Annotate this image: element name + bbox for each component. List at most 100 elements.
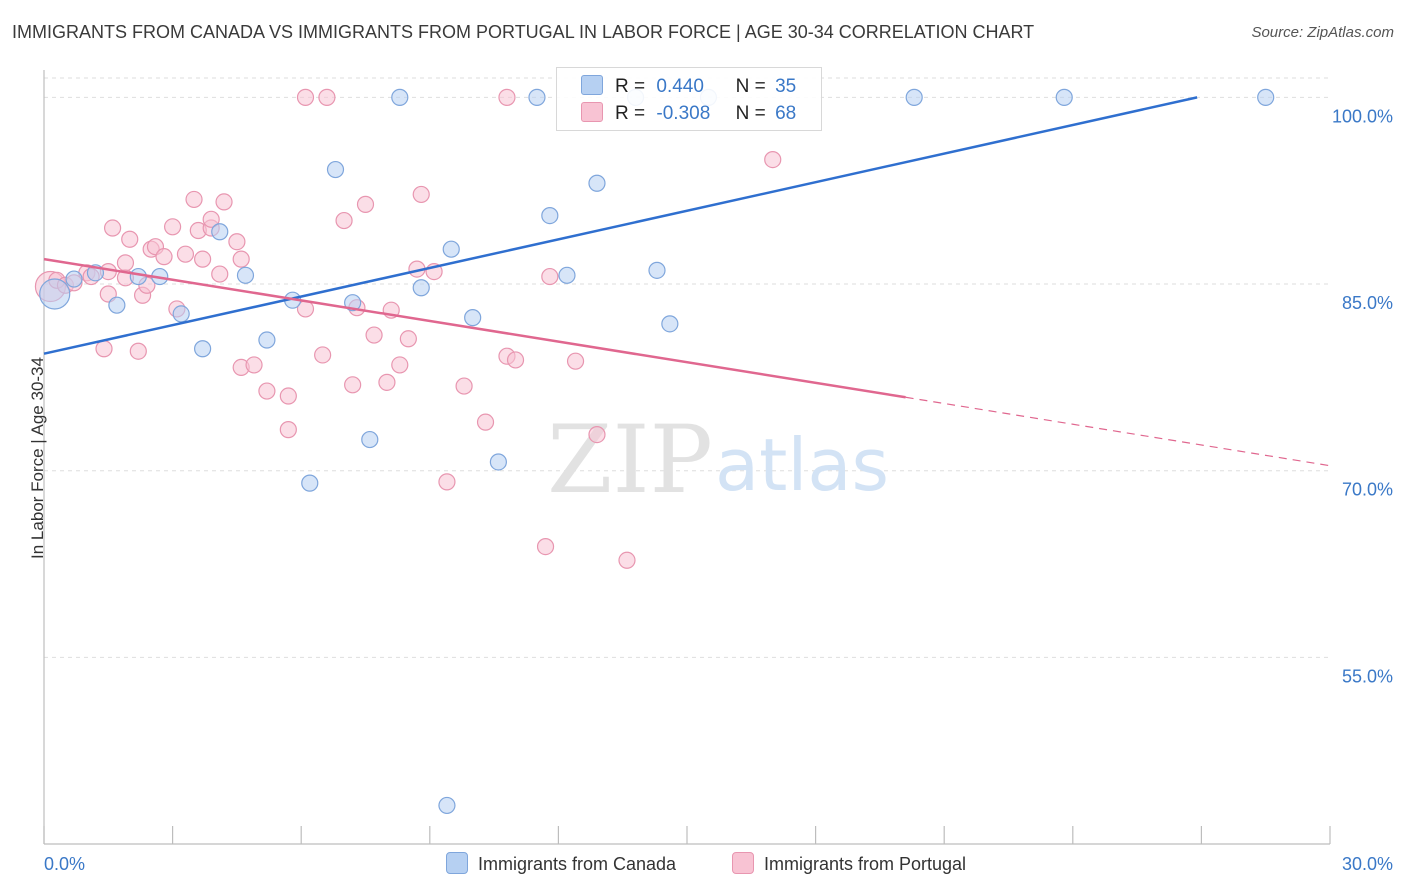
canada-point xyxy=(541,206,559,225)
portugal-n-value: 68 xyxy=(775,103,797,124)
portugal-point xyxy=(202,210,220,228)
canada-point xyxy=(558,266,576,284)
portugal-point xyxy=(541,267,559,286)
portugal-point xyxy=(335,211,353,230)
canada-point xyxy=(648,261,666,279)
portugal-point xyxy=(296,88,315,106)
portugal-point xyxy=(228,233,246,251)
canada-point xyxy=(489,453,507,471)
canada-point xyxy=(211,223,229,241)
y-tick-label: 55.0% xyxy=(1342,666,1393,686)
chart-title: IMMIGRANTS FROM CANADA VS IMMIGRANTS FRO… xyxy=(12,22,1035,42)
canada-point xyxy=(588,174,606,192)
watermark-atlas: atlas xyxy=(715,423,889,507)
canada-swatch xyxy=(581,75,603,95)
portugal-point xyxy=(245,356,263,374)
canada-point xyxy=(464,309,482,327)
portugal-legend-label: Immigrants from Portugal xyxy=(764,854,967,874)
portugal-point xyxy=(211,265,229,283)
canada-point xyxy=(108,296,126,314)
y-tick-label: 70.0% xyxy=(1342,480,1393,500)
trend-layer xyxy=(43,96,1331,467)
portugal-point xyxy=(279,421,297,439)
portugal-swatch xyxy=(581,102,603,122)
legend-row-canada: R = 0.440 N = 35 xyxy=(581,75,796,99)
portugal-point xyxy=(215,193,233,211)
portugal-point xyxy=(618,551,636,569)
portugal-point xyxy=(412,185,430,204)
y-axis-label: In Labor Force | Age 30-34 xyxy=(28,357,47,559)
portugal-point xyxy=(399,330,417,348)
canada-r-value: 0.440 xyxy=(656,76,704,97)
portugal-point xyxy=(498,88,516,106)
portugal-point xyxy=(365,326,383,344)
y-tick-label: 85.0% xyxy=(1342,293,1393,313)
canada-legend-label: Immigrants from Canada xyxy=(478,854,677,874)
portugal-point xyxy=(194,250,212,268)
portugal-point xyxy=(164,218,182,236)
portugal-point xyxy=(103,219,122,237)
canada-point xyxy=(39,278,71,310)
n-label: N = xyxy=(735,103,766,124)
canada-point xyxy=(301,474,319,492)
canada-point xyxy=(438,796,456,815)
portugal-point xyxy=(344,376,362,394)
portugal-point xyxy=(232,250,250,268)
source-credit: Source: ZipAtlas.com xyxy=(1251,24,1394,41)
canada-point xyxy=(326,160,345,179)
r-label: R = xyxy=(615,76,646,97)
portugal-point xyxy=(476,413,495,431)
portugal-point xyxy=(155,248,173,266)
canada-point xyxy=(1055,88,1073,106)
canada-point xyxy=(412,279,430,297)
canada-point xyxy=(129,267,147,286)
portugal-point xyxy=(185,190,203,209)
canada-point xyxy=(194,340,212,358)
canada-point xyxy=(344,294,362,312)
portugal-point xyxy=(129,342,147,360)
stats-legend: R = 0.440 N = 35 R = -0.308 N = 68 xyxy=(556,67,822,131)
portugal-point xyxy=(116,254,135,272)
axis-layer xyxy=(43,70,1331,845)
canada-point xyxy=(661,315,679,333)
canada-point xyxy=(172,305,190,323)
bottom-legend-portugal: Immigrants from Portugal xyxy=(732,852,966,875)
y-tick-label: 100.0% xyxy=(1332,106,1393,126)
tick-label-layer: 55.0% 70.0% 85.0% 100.0% 0.0% 30.0% xyxy=(44,106,1393,874)
legend-row-portugal: R = -0.308 N = 68 xyxy=(581,102,796,126)
canada-point xyxy=(258,331,276,349)
watermark-zip: ZIP xyxy=(547,406,713,515)
portugal-point xyxy=(536,537,555,556)
portugal-point xyxy=(764,150,782,169)
portugal-point xyxy=(506,351,525,369)
canada-point xyxy=(1257,88,1275,106)
canada-point xyxy=(905,88,923,106)
canada-point xyxy=(442,240,460,258)
portugal-point xyxy=(438,473,456,491)
portugal-point xyxy=(455,377,473,395)
portugal-point xyxy=(279,387,297,405)
portugal-point xyxy=(176,245,195,263)
canada-point xyxy=(361,430,379,449)
canada-point xyxy=(65,270,83,288)
canada-trend-line xyxy=(43,96,1198,355)
portugal-legend-swatch xyxy=(732,852,754,874)
portugal-point xyxy=(378,373,396,391)
x-tick-label: 0.0% xyxy=(44,854,85,874)
x-tick-label: 30.0% xyxy=(1342,854,1393,874)
portugal-point xyxy=(391,356,409,374)
canada-point xyxy=(528,88,546,106)
portugal-point xyxy=(588,426,606,444)
portugal-point xyxy=(121,230,139,248)
portugal-point xyxy=(566,352,585,370)
portugal-point xyxy=(258,382,276,400)
n-label: N = xyxy=(735,76,766,97)
portugal-point xyxy=(356,195,375,213)
portugal-point xyxy=(314,346,332,364)
portugal-r-value: -0.308 xyxy=(656,103,711,124)
canada-point xyxy=(236,266,255,284)
watermark: ZIP atlas xyxy=(547,406,889,515)
portugal-point xyxy=(95,340,113,358)
bottom-legend-canada: Immigrants from Canada xyxy=(446,852,676,875)
